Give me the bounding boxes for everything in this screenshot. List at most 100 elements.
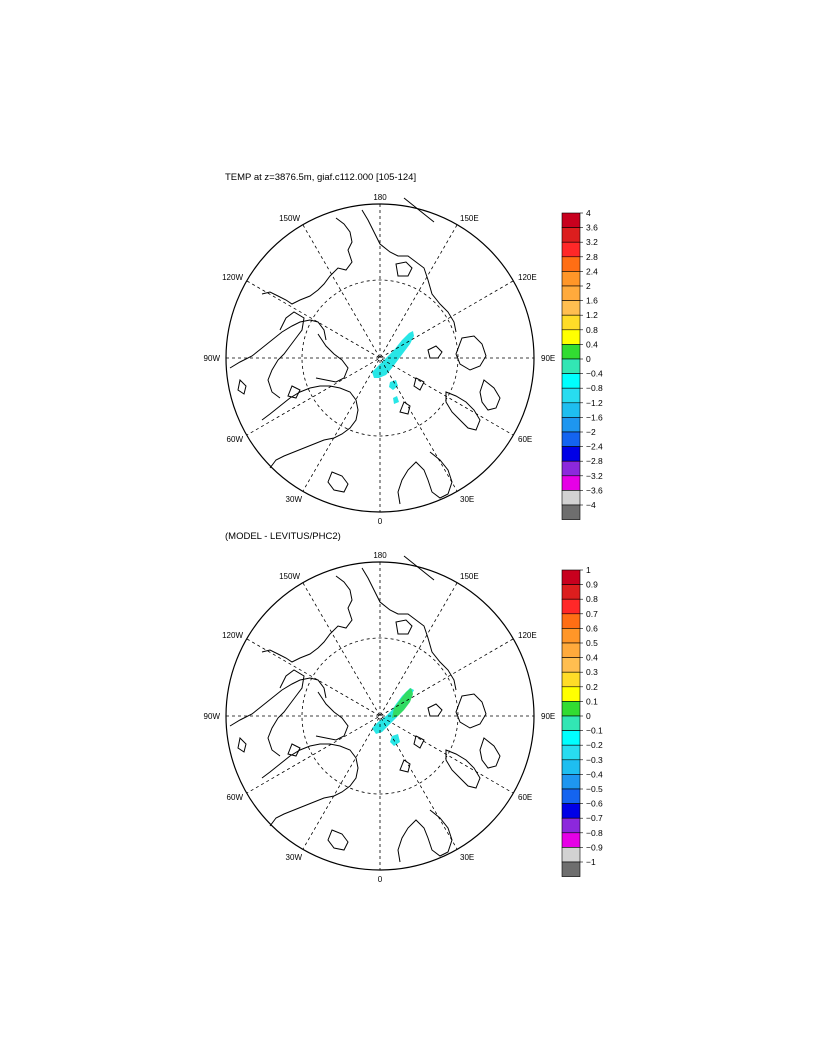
colorbar-label: −2	[586, 427, 596, 437]
colorbar-swatch	[561, 759, 581, 775]
colorbar-label: 1	[586, 565, 591, 575]
lon-label-90w: 90W	[204, 712, 221, 721]
colorbar-swatch	[561, 212, 581, 228]
colorbar-label: 1.2	[586, 310, 598, 320]
colorbar-swatch	[561, 417, 581, 433]
colorbar-swatch	[561, 861, 581, 877]
lon-label-30w: 30W	[286, 495, 303, 504]
colorbar-swatch	[561, 358, 581, 374]
colorbar-label: −0.9	[586, 842, 603, 852]
colorbar-label: −0.8	[586, 828, 603, 838]
colorbar-swatch	[561, 817, 581, 834]
colorbar-swatch	[561, 344, 581, 360]
colorbar-label: −0.4	[586, 769, 603, 779]
colorbar-swatch	[561, 504, 581, 520]
lon-label-60w: 60W	[227, 793, 244, 802]
lon-label-150e: 150E	[460, 214, 479, 223]
map-title-bottom: (MODEL - LEVITUS/PHC2)	[225, 531, 341, 542]
colorbar-label: −2.4	[586, 442, 603, 452]
colorbar-label: −0.8	[586, 383, 603, 393]
colorbar-swatch	[561, 686, 581, 702]
lon-label-150e: 150E	[460, 572, 479, 581]
data-patch-small-2	[393, 396, 399, 404]
colorbar-swatch	[561, 657, 581, 673]
map-boundary-top	[225, 203, 535, 513]
lon-label-30e: 30E	[460, 495, 474, 504]
colorbar-swatch	[561, 730, 581, 746]
lon-label-120w: 120W	[222, 273, 243, 282]
colorbar-swatch	[561, 314, 581, 331]
colorbar-swatch	[561, 701, 581, 717]
colorbar-swatch	[561, 847, 581, 863]
lon-label-90e: 90E	[541, 712, 555, 721]
colorbar-label: −0.5	[586, 784, 603, 794]
lon-label-0: 0	[378, 875, 383, 884]
colorbar-swatch	[561, 642, 581, 658]
lon-label-120w: 120W	[222, 631, 243, 640]
colorbar-swatch	[561, 241, 581, 258]
lon-label-120e: 120E	[518, 631, 537, 640]
colorbar-swatch	[561, 460, 581, 477]
colorbar-label: 0.2	[586, 682, 598, 692]
colorbar-label: −0.1	[586, 726, 603, 736]
map-title-top: TEMP at z=3876.5m, giaf.c112.000 [105-12…	[225, 172, 417, 183]
colorbar-label: 0	[586, 354, 591, 364]
lon-label-90e: 90E	[541, 354, 555, 363]
colorbar-swatch	[561, 402, 581, 418]
colorbar-label: −0.3	[586, 755, 603, 765]
colorbar-label: −1.2	[586, 398, 603, 408]
colorbar-swatch	[561, 774, 581, 790]
data-patch-main	[372, 331, 414, 378]
lon-label-30w: 30W	[286, 853, 303, 862]
colorbar-label: −0.4	[586, 369, 603, 379]
colorbar-swatch	[561, 788, 581, 804]
colorbar-label: 0	[586, 711, 591, 721]
colorbar-label: −2.8	[586, 456, 603, 466]
coastlines-top	[229, 197, 501, 505]
colorbar-swatch	[561, 671, 581, 688]
graticule-top	[226, 204, 534, 512]
polar-map-bottom: 180 0 90W 90E 150W 120W 60W 30W 150E 120…	[204, 551, 604, 884]
colorbar-swatch	[561, 431, 581, 447]
colorbar-label: 0.4	[586, 339, 598, 349]
lon-label-90w: 90W	[204, 354, 221, 363]
colorbar-label: −0.7	[586, 813, 603, 823]
lon-label-60e: 60E	[518, 793, 532, 802]
colorbar-label: 2	[586, 281, 591, 291]
coastlines-bottom	[229, 555, 501, 863]
diff-patch-small	[390, 734, 400, 746]
colorbar-label: 0.3	[586, 667, 598, 677]
colorbar-label: 1.6	[586, 296, 598, 306]
colorbar-swatch	[561, 744, 581, 761]
colorbar-swatch	[561, 803, 581, 819]
colorbar-swatch	[561, 387, 581, 404]
map-boundary-bottom	[225, 561, 535, 871]
colorbar-label: −4	[586, 500, 596, 510]
colorbar-swatch	[561, 569, 581, 585]
lon-label-150w: 150W	[279, 214, 300, 223]
colorbar-label: 0.8	[586, 594, 598, 604]
lon-label-60e: 60E	[518, 435, 532, 444]
lon-label-180: 180	[373, 551, 387, 560]
colorbar-swatch	[561, 300, 581, 316]
colorbar-swatch	[561, 256, 581, 272]
polar-map-top: 180 0 90W 90E 150W 120W 60W 30W 150E 120…	[204, 193, 604, 526]
colorbar-label: −1.6	[586, 412, 603, 422]
colorbar-swatch	[561, 598, 581, 615]
lon-label-60w: 60W	[227, 435, 244, 444]
colorbar-swatch	[561, 584, 581, 600]
colorbar-label: 0.7	[586, 609, 598, 619]
colorbar-top: 4 3.6 3.2 2.8 2.4 2 1.6 1.2 0.8 0.4 0 −0.4 −0.8 −1.2 −…	[561, 208, 603, 520]
colorbar-label: −1	[586, 857, 596, 867]
colorbar-swatch	[561, 271, 581, 287]
colorbar-label: 2.4	[586, 266, 598, 276]
colorbar-swatch	[561, 285, 581, 301]
colorbar-label: 0.5	[586, 638, 598, 648]
colorbar-swatch	[561, 475, 581, 491]
lon-label-150w: 150W	[279, 572, 300, 581]
colorbar-swatch	[561, 446, 581, 462]
colorbar-label: 2.8	[586, 252, 598, 262]
lon-label-0: 0	[378, 517, 383, 526]
colorbar-swatch	[561, 832, 581, 848]
colorbar-swatch	[561, 329, 581, 345]
